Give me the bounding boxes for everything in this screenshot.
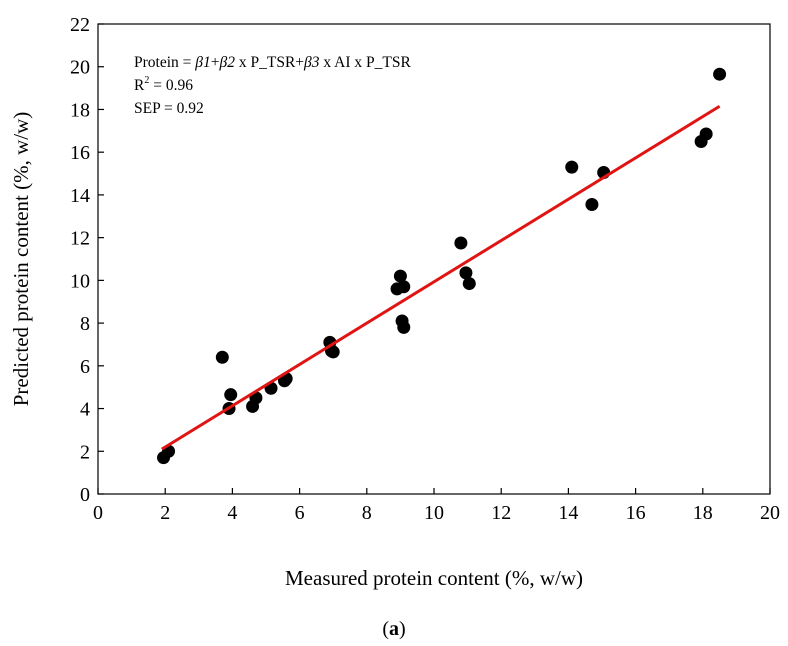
- caption-letter: a: [389, 618, 399, 640]
- r-squared-annotation: R2 = 0.96: [134, 75, 193, 94]
- x-axis-ticks: 0 2 4 6 8 10 12 14 16 18 20: [93, 488, 780, 524]
- y-axis-ticks: 0 2 4 6 8 10 12 14 16 18 20 22: [70, 14, 104, 506]
- caption-close-paren: ): [399, 618, 406, 640]
- y-tick-label: 0: [80, 484, 90, 506]
- x-tick-label: 6: [295, 502, 305, 524]
- y-tick-label: 6: [80, 356, 90, 378]
- x-tick-label: 0: [93, 502, 103, 524]
- regression-line-group: [161, 104, 721, 451]
- data-point: [462, 277, 476, 291]
- data-points: [157, 67, 727, 465]
- y-tick-label: 14: [70, 185, 90, 207]
- data-point: [459, 266, 473, 280]
- data-point: [215, 350, 229, 364]
- r2-superscript: 2: [144, 75, 149, 86]
- x-tick-label: 4: [227, 502, 237, 524]
- x-tick-label: 18: [693, 502, 713, 524]
- x-tick-label: 8: [362, 502, 372, 524]
- equation-term2: x P_TSR+: [235, 54, 304, 71]
- beta1-symbol: β1: [194, 54, 210, 71]
- y-tick-label: 22: [70, 14, 90, 36]
- x-tick-label: 14: [558, 502, 578, 524]
- data-point: [699, 127, 713, 141]
- x-tick-label: 16: [626, 502, 646, 524]
- y-tick-label: 12: [70, 228, 90, 250]
- data-point: [454, 236, 468, 250]
- equation-annotation: Protein = β1+β2 x P_TSR+β3 x AI x P_TSR: [134, 54, 411, 71]
- y-tick-label: 10: [70, 270, 90, 292]
- x-tick-label: 2: [160, 502, 170, 524]
- x-tick-label: 20: [760, 502, 780, 524]
- y-tick-label: 4: [80, 399, 90, 421]
- data-point: [713, 67, 727, 81]
- plot-frame: [97, 23, 771, 495]
- r2-prefix: R: [134, 77, 145, 94]
- data-point: [326, 345, 340, 359]
- sep-annotation: SEP = 0.92: [134, 100, 204, 117]
- equation-term3: x AI x P_TSR: [320, 54, 412, 71]
- y-tick-label: 2: [80, 441, 90, 463]
- regression-line: [161, 104, 721, 451]
- caption-open-paren: (: [382, 618, 389, 640]
- data-point: [585, 198, 599, 212]
- r2-value: = 0.96: [149, 77, 193, 94]
- x-axis-title: Measured protein content (%, w/w): [285, 566, 583, 590]
- figure-caption: (a): [382, 618, 405, 640]
- beta2-symbol: β2: [219, 54, 236, 71]
- data-point: [397, 280, 411, 294]
- equation-plus: +: [211, 54, 220, 71]
- data-point: [397, 320, 411, 334]
- data-point: [393, 269, 407, 283]
- plot-border: [97, 23, 771, 495]
- x-tick-label: 10: [424, 502, 444, 524]
- x-tick-label: 12: [491, 502, 511, 524]
- data-point: [565, 160, 579, 174]
- beta3-symbol: β3: [303, 54, 320, 71]
- y-axis-title: Predicted protein content (%, w/w): [9, 112, 33, 407]
- y-tick-label: 18: [70, 99, 90, 121]
- equation-prefix: Protein =: [134, 54, 195, 71]
- y-tick-label: 8: [80, 313, 90, 335]
- y-tick-label: 20: [70, 57, 90, 79]
- y-tick-label: 16: [70, 142, 90, 164]
- data-point: [224, 388, 238, 402]
